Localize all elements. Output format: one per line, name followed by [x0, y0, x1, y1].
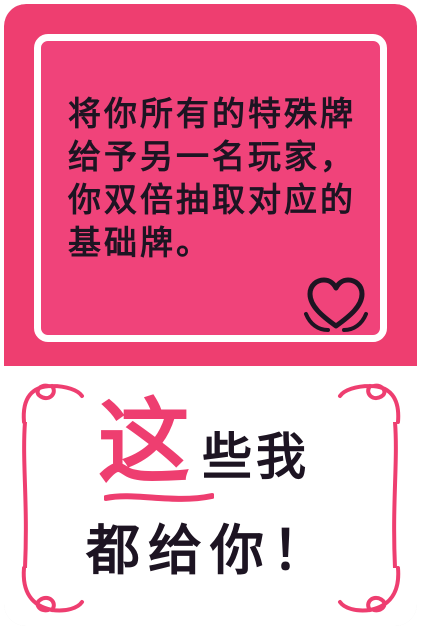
game-card[interactable]: 将你所有的特殊牌给予另一名玩家，你双倍抽取对应的基础牌。 这 些我 都给你！ — [4, 4, 417, 626]
side-line-left-icon — [22, 422, 28, 568]
slogan-line-2: 都给你！ — [86, 519, 334, 582]
swirl-bottom-right-icon — [338, 566, 401, 613]
card-top-panel — [4, 4, 417, 366]
card-text-frame — [34, 34, 387, 342]
swirl-top-right-icon — [338, 383, 401, 424]
heart-icon — [304, 277, 368, 332]
underline-stroke-icon — [104, 493, 214, 502]
slogan-line-1: 些我 — [202, 428, 310, 486]
slogan-highlight-char: 这 — [98, 388, 191, 496]
swirl-bottom-left-icon — [21, 566, 84, 613]
side-line-right-icon — [392, 422, 398, 568]
card-description: 将你所有的特殊牌给予另一名玩家，你双倍抽取对应的基础牌。 — [68, 94, 356, 262]
swirl-top-left-icon — [21, 383, 84, 424]
